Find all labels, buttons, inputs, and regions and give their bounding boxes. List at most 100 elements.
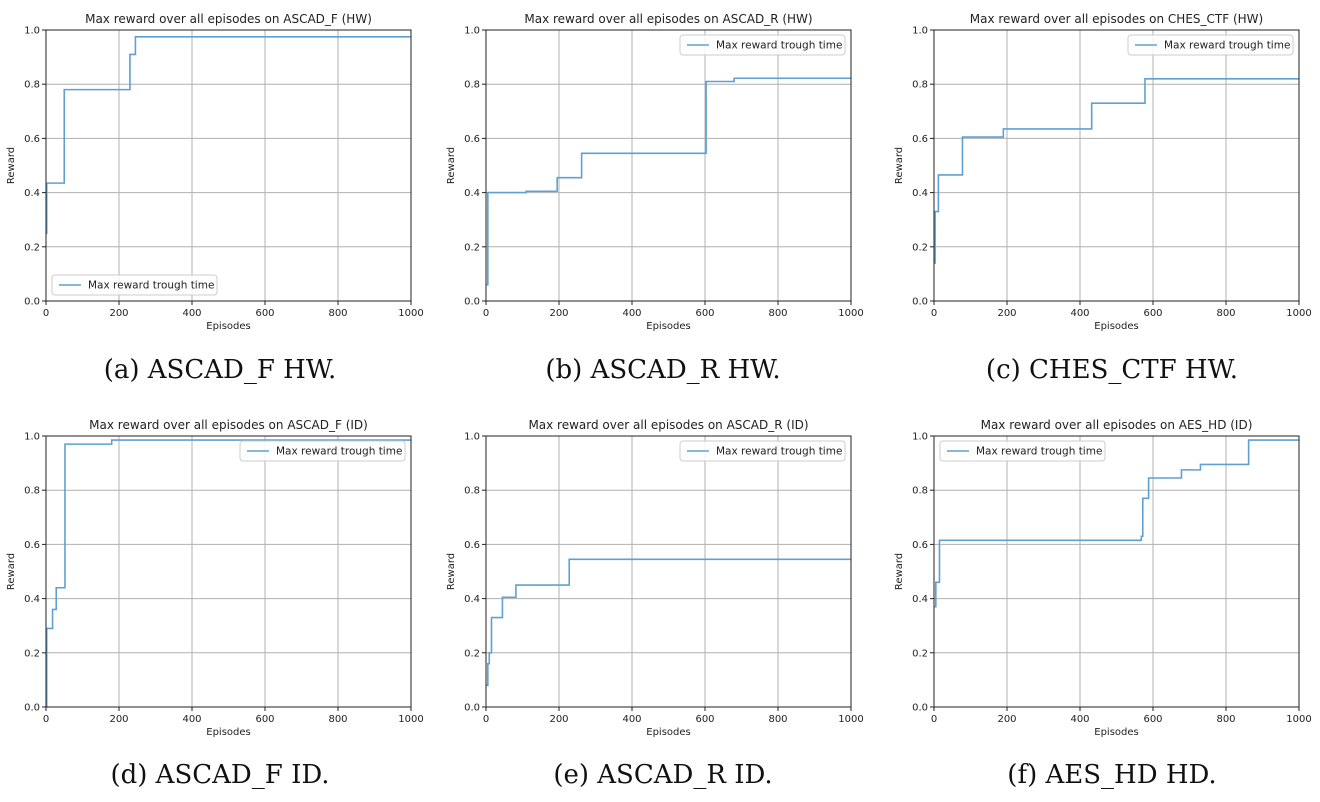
x-tick-label: 200 bbox=[549, 308, 568, 319]
y-tick-label: 0.8 bbox=[24, 80, 40, 91]
x-tick-label: 0 bbox=[43, 714, 49, 725]
y-tick-label: 0.0 bbox=[912, 297, 928, 308]
legend: Max reward trough time bbox=[939, 440, 1106, 462]
y-axis-label: Reward bbox=[894, 147, 905, 184]
x-tick-label: 200 bbox=[549, 714, 568, 725]
chart-title: Max reward over all episodes on CHES_CTF… bbox=[970, 12, 1263, 26]
y-tick-label: 0.6 bbox=[912, 134, 928, 145]
x-tick-label: 400 bbox=[182, 308, 201, 319]
series-line bbox=[486, 558, 851, 687]
x-tick-label: 800 bbox=[768, 714, 787, 725]
x-tick-label: 400 bbox=[1070, 308, 1089, 319]
chart-svg: Max reward over all episodes on ASCAD_R … bbox=[446, 12, 864, 332]
caption-e: (e) ASCAD_R ID. bbox=[553, 760, 773, 790]
legend: Max reward trough time bbox=[1127, 34, 1294, 56]
y-tick-label: 1.0 bbox=[912, 432, 928, 443]
x-axis-label: Episodes bbox=[646, 727, 690, 738]
legend-box bbox=[239, 440, 406, 462]
y-tick-label: 0.0 bbox=[912, 703, 928, 714]
legend-box bbox=[679, 34, 846, 56]
y-tick-label: 0.2 bbox=[24, 242, 40, 253]
x-tick-label: 0 bbox=[483, 714, 489, 725]
panel-ches-ctf-hw: Max reward over all episodes on CHES_CTF… bbox=[888, 0, 1320, 396]
x-tick-label: 200 bbox=[997, 308, 1016, 319]
legend: Max reward trough time bbox=[679, 34, 846, 56]
legend-label: Max reward trough time bbox=[1164, 40, 1290, 52]
x-tick-label: 800 bbox=[1216, 308, 1235, 319]
x-axis-label: Episodes bbox=[1094, 727, 1138, 738]
x-tick-label: 400 bbox=[1070, 714, 1089, 725]
caption-a: (a) ASCAD_F HW. bbox=[103, 355, 337, 385]
y-tick-label: 0.0 bbox=[464, 297, 480, 308]
y-tick-label: 0.6 bbox=[24, 540, 40, 551]
x-axis-label: Episodes bbox=[1094, 321, 1138, 332]
y-tick-label: 0.6 bbox=[24, 134, 40, 145]
y-tick-label: 0.4 bbox=[24, 188, 40, 199]
x-tick-label: 0 bbox=[931, 714, 937, 725]
panel-aes-hd-id: Max reward over all episodes on AES_HD (… bbox=[888, 406, 1320, 802]
x-tick-label: 800 bbox=[1216, 714, 1235, 725]
y-tick-label: 0.4 bbox=[464, 594, 480, 605]
y-tick-label: 0.6 bbox=[464, 540, 480, 551]
series-line bbox=[486, 77, 851, 286]
x-tick-label: 0 bbox=[43, 308, 49, 319]
x-tick-label: 200 bbox=[109, 308, 128, 319]
caption-c: (c) CHES_CTF HW. bbox=[985, 355, 1239, 385]
y-tick-label: 1.0 bbox=[24, 26, 40, 37]
y-axis-label: Reward bbox=[894, 553, 905, 590]
panel-ascad-f-hw: Max reward over all episodes on ASCAD_F … bbox=[0, 0, 440, 396]
chart-svg: Max reward over all episodes on ASCAD_R … bbox=[446, 418, 864, 738]
x-axis-label: Episodes bbox=[206, 727, 250, 738]
series-line bbox=[934, 77, 1299, 264]
chart-svg: Max reward over all episodes on CHES_CTF… bbox=[894, 12, 1312, 332]
chart-svg: Max reward over all episodes on ASCAD_F … bbox=[6, 418, 424, 738]
legend: Max reward trough time bbox=[679, 440, 846, 462]
chart-title: Max reward over all episodes on ASCAD_F … bbox=[89, 418, 368, 432]
plot-frame bbox=[45, 435, 412, 708]
plot-frame bbox=[933, 435, 1300, 708]
x-tick-label: 600 bbox=[695, 308, 714, 319]
x-tick-label: 600 bbox=[1143, 308, 1162, 319]
y-tick-label: 0.8 bbox=[24, 486, 40, 497]
y-tick-label: 0.2 bbox=[912, 648, 928, 659]
y-tick-label: 0.2 bbox=[24, 648, 40, 659]
y-tick-label: 0.8 bbox=[464, 80, 480, 91]
caption-d: (d) ASCAD_F ID. bbox=[110, 760, 330, 790]
legend-box bbox=[939, 440, 1106, 462]
x-tick-label: 1000 bbox=[1286, 714, 1311, 725]
chart-svg: Max reward over all episodes on ASCAD_F … bbox=[6, 12, 424, 332]
y-tick-label: 1.0 bbox=[24, 432, 40, 443]
x-tick-label: 800 bbox=[768, 308, 787, 319]
x-tick-label: 1000 bbox=[398, 308, 423, 319]
chart-title: Max reward over all episodes on ASCAD_F … bbox=[85, 12, 372, 26]
y-axis-label: Reward bbox=[446, 553, 457, 590]
legend: Max reward trough time bbox=[51, 274, 218, 296]
plot-frame bbox=[485, 435, 852, 708]
y-tick-label: 0.8 bbox=[912, 486, 928, 497]
y-tick-label: 0.4 bbox=[912, 188, 928, 199]
y-tick-label: 0.4 bbox=[24, 594, 40, 605]
legend: Max reward trough time bbox=[239, 440, 406, 462]
x-tick-label: 200 bbox=[997, 714, 1016, 725]
series-line bbox=[45, 35, 411, 235]
x-tick-label: 0 bbox=[931, 308, 937, 319]
legend-label: Max reward trough time bbox=[88, 280, 214, 292]
plot-frame bbox=[485, 29, 852, 302]
legend-box bbox=[51, 274, 218, 296]
x-tick-label: 600 bbox=[255, 308, 274, 319]
y-tick-label: 1.0 bbox=[912, 26, 928, 37]
plot-frame bbox=[933, 29, 1300, 302]
x-tick-label: 400 bbox=[622, 308, 641, 319]
series-line bbox=[45, 439, 411, 708]
x-tick-label: 400 bbox=[622, 714, 641, 725]
x-tick-label: 1000 bbox=[838, 308, 863, 319]
x-tick-label: 1000 bbox=[838, 714, 863, 725]
chart-title: Max reward over all episodes on ASCAD_R … bbox=[524, 12, 812, 26]
x-tick-label: 1000 bbox=[398, 714, 423, 725]
y-tick-label: 1.0 bbox=[464, 432, 480, 443]
y-tick-label: 0.2 bbox=[912, 242, 928, 253]
y-tick-label: 0.2 bbox=[464, 242, 480, 253]
plot-frame bbox=[45, 29, 412, 302]
y-tick-label: 0.6 bbox=[912, 540, 928, 551]
x-axis-label: Episodes bbox=[206, 321, 250, 332]
